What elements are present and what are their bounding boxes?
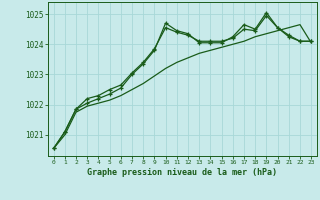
X-axis label: Graphe pression niveau de la mer (hPa): Graphe pression niveau de la mer (hPa) <box>87 168 277 177</box>
